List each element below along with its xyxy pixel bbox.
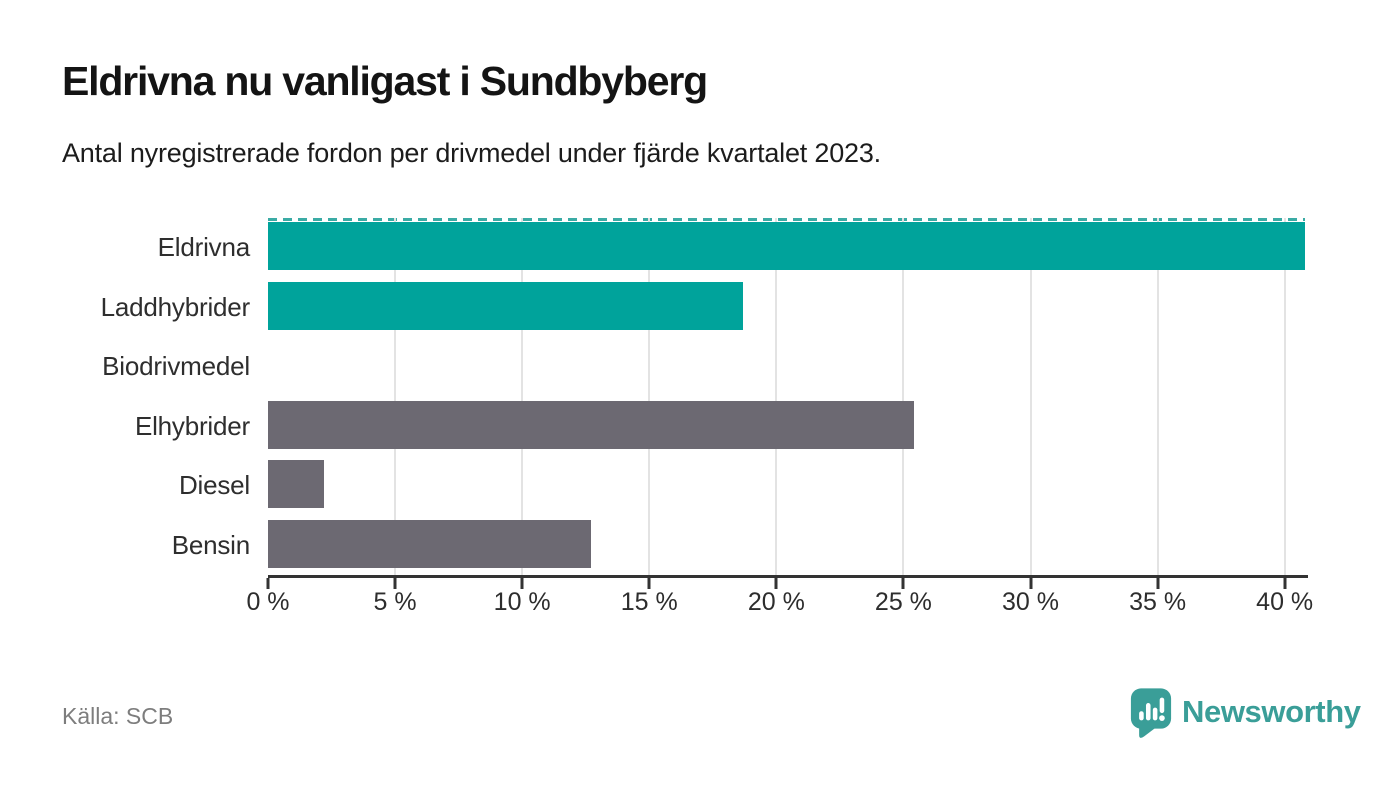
x-axis-tick-5	[393, 578, 397, 589]
x-axis-tick-25	[901, 578, 905, 589]
bar-elhybrider	[268, 400, 914, 449]
x-axis-line	[266, 575, 1308, 589]
x-axis-tick-labels: 0 % 5 % 10 % 15 % 20 % 25 % 30 % 35 % 40 %	[246, 588, 1313, 618]
gridline-10	[521, 218, 524, 575]
chart-subtitle: Antal nyregistrerade fordon per drivmede…	[62, 138, 881, 168]
category-label-diesel: Diesel	[178, 470, 250, 501]
category-label-bensin: Bensin	[171, 529, 251, 560]
bar-diesel	[268, 460, 324, 508]
gridline-20	[775, 218, 778, 575]
x-tick-label-0: 0 %	[246, 588, 290, 616]
gridline-5	[394, 218, 397, 575]
category-label-elhybrider: Elhybrider	[134, 410, 250, 441]
x-axis-tick-35	[1156, 578, 1160, 589]
bar-bensin	[268, 519, 591, 568]
x-tick-label-20: 20 %	[747, 588, 805, 616]
x-axis-tick-15	[647, 578, 651, 589]
plot-area	[268, 218, 1305, 575]
x-tick-label-40: 40 %	[1256, 588, 1314, 616]
newsworthy-logo-icon	[1130, 688, 1172, 738]
x-tick-label-15: 15 %	[620, 588, 678, 616]
newsworthy-logo: Newsworthy	[1130, 687, 1361, 741]
bar-laddhybrider	[268, 281, 744, 330]
gridline-40	[1283, 218, 1286, 575]
x-axis-tick-0	[266, 578, 270, 589]
x-tick-label-10: 10 %	[493, 588, 551, 616]
category-label-biodrivmedel: Biodrivmedel	[102, 351, 250, 382]
x-axis-tick-30	[1029, 578, 1032, 589]
plot-top-dashed-line	[268, 218, 1305, 221]
bar-eldrivna	[268, 222, 1305, 270]
category-label-laddhybrider: Laddhybrider	[100, 291, 251, 322]
category-label-eldrivna: Eldrivna	[157, 232, 251, 263]
gridline-30	[1029, 218, 1032, 575]
chart-title: Eldrivna nu vanligast i Sundbyberg	[62, 58, 708, 104]
brand-name: Newsworthy	[1182, 694, 1361, 729]
x-axis-tick-20	[774, 578, 778, 589]
gridline-35	[1156, 218, 1159, 575]
gridline-25	[902, 218, 905, 575]
x-tick-label-30: 30 %	[1002, 588, 1059, 616]
x-axis-tick-40	[1283, 578, 1287, 589]
gridline-15	[648, 218, 651, 575]
source-caption: Källa: SCB	[62, 703, 174, 729]
x-tick-label-5: 5 %	[373, 588, 417, 616]
x-tick-label-25: 25 %	[874, 588, 932, 616]
x-tick-label-35: 35 %	[1129, 588, 1187, 616]
x-axis-tick-10	[520, 578, 524, 589]
category-label-column: Eldrivna Laddhybrider Biodrivmedel Elhybrid…	[0, 218, 251, 575]
